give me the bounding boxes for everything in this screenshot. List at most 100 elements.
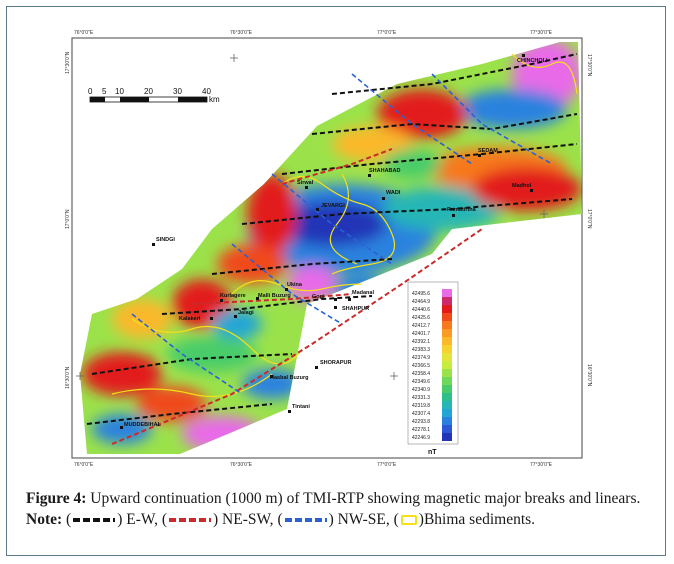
nwse-line-swatch: [284, 518, 327, 523]
place-chincholi: CHINCHOLI: [517, 58, 548, 64]
place-madhol: Madhol: [512, 183, 532, 189]
caption-bhima-open: (: [393, 511, 399, 528]
ew-line-swatch: [73, 518, 116, 523]
legend-value: 42319.8: [412, 403, 430, 409]
legend-swatch: [442, 377, 452, 385]
scale-tick-2: 10: [115, 87, 124, 96]
coord-left-1: 17°0'0"N: [65, 209, 71, 229]
legend-swatch: [442, 321, 452, 329]
coord-bottom-3: 77°30'0"E: [530, 462, 553, 468]
legend-value: 42425.6: [412, 315, 430, 321]
legend-value: 42495.6: [412, 291, 430, 297]
legend-swatch: [442, 369, 452, 377]
scale-tick-5: 40: [202, 87, 211, 96]
legend-value: 42331.3: [412, 395, 430, 401]
caption-nesw-open: (: [161, 511, 167, 528]
scale-tick-4: 30: [173, 87, 182, 96]
legend-value: 42464.9: [412, 299, 430, 305]
caption-ew-open: (: [62, 511, 72, 528]
legend-value: 42358.4: [412, 371, 430, 377]
legend-swatch: [442, 425, 452, 433]
coord-right-1: 17°0'0"N: [586, 209, 592, 229]
legend-value: 42440.6: [412, 307, 430, 313]
caption-label: Figure 4:: [26, 490, 87, 507]
place-kurlagere: Kurlagere: [220, 293, 246, 299]
place-ukina: Ukina: [287, 282, 303, 288]
map-svg: 76°0'0"E 76°30'0"E 77°0'0"E 77°30'0"E 76…: [65, 30, 592, 468]
coord-top-3: 77°30'0"E: [530, 30, 553, 36]
place-tintani: Tintani: [292, 404, 310, 410]
coord-bottom-2: 77°0'0"E: [377, 462, 397, 468]
scale-bar: 0 5 10 20 30 40 km: [88, 87, 220, 104]
legend-unit: nT: [428, 449, 437, 456]
legend-value: 42401.7: [412, 331, 430, 337]
nesw-line-swatch: [169, 518, 211, 523]
place-gogi: Gogi: [312, 294, 325, 300]
legend-swatch: [442, 313, 452, 321]
legend-value: 42307.4: [412, 411, 430, 417]
coordinate-labels: 76°0'0"E 76°30'0"E 77°0'0"E 77°30'0"E 76…: [65, 30, 592, 468]
legend-swatch: [442, 297, 452, 305]
legend-swatch: [442, 329, 452, 337]
caption-bhima-close: )Bhima sediments.: [418, 511, 536, 528]
legend-value: 42340.9: [412, 387, 430, 393]
place-muddebihal: MUDDEBIHAL: [124, 422, 162, 428]
legend-swatch: [442, 385, 452, 393]
caption-note-label: Note:: [26, 511, 63, 528]
legend-swatch: [442, 345, 452, 353]
coord-right-2: 16°30'0"N: [586, 364, 592, 387]
place-wadi: WADI: [386, 190, 401, 196]
legend-swatch: [442, 337, 452, 345]
place-sindgi: SINDGI: [156, 237, 175, 243]
legend-swatch: [442, 393, 452, 401]
scale-tick-0: 0: [88, 87, 93, 96]
scale-tick-1: 5: [102, 87, 107, 96]
legend-swatch: [442, 289, 452, 297]
caption-nesw-close: ) NE-SW,: [213, 511, 278, 528]
place-kalakeri: Kalakeri: [179, 316, 201, 322]
legend-value: 42278.1: [412, 427, 430, 433]
coord-bottom-0: 76°0'0"E: [74, 462, 94, 468]
place-labels: CHINCHOLI SEDAM SHAHABAD WADI Madhol Ram…: [120, 54, 548, 429]
place-shorapur: SHORAPUR: [320, 360, 352, 366]
place-sirwal: Sirwal: [297, 180, 314, 186]
legend-values: 42495.6 42464.9 42440.6 42425.6 42412.7 42401…: [412, 291, 430, 441]
figure-caption: Figure 4: Upward continuation (1000 m) o…: [26, 488, 656, 530]
ew-breaks: [86, 53, 578, 425]
coord-left-0: 17°30'0"N: [65, 51, 71, 74]
place-hasbal-buzurg: Hasbal Buzurg: [270, 375, 309, 381]
legend-value: 42383.3: [412, 347, 430, 353]
coord-top-0: 76°0'0"E: [74, 30, 94, 36]
legend-value: 42412.7: [412, 323, 430, 329]
bhima-swatch: [400, 515, 417, 526]
legend-color-ramp: [442, 289, 452, 441]
place-jalagi: Jalagi: [238, 310, 254, 316]
legend-swatch: [442, 417, 452, 425]
coord-bottom-1: 76°30'0"E: [230, 462, 253, 468]
place-shahabad: SHAHABAD: [369, 168, 401, 174]
caption-ew-close: ) E-W,: [117, 511, 162, 528]
place-malli-buzurg: Malli Buzurg: [258, 293, 291, 299]
place-sedam: SEDAM: [478, 148, 498, 154]
legend-swatch: [442, 401, 452, 409]
legend-swatch: [442, 305, 452, 313]
legend: 42495.6 42464.9 42440.6 42425.6 42412.7 42401…: [407, 281, 459, 456]
place-shahpur: SHAHPUR: [342, 306, 369, 312]
scale-tick-3: 20: [144, 87, 153, 96]
coord-top-1: 76°30'0"E: [230, 30, 253, 36]
coord-right-0: 17°30'0"N: [586, 54, 592, 77]
legend-swatch: [442, 409, 452, 417]
map-panel: 76°0'0"E 76°30'0"E 77°0'0"E 77°30'0"E 76…: [12, 14, 662, 474]
place-madanal: Madanal: [352, 290, 374, 296]
scale-unit: km: [209, 95, 220, 104]
legend-value: 42293.8: [412, 419, 430, 425]
place-ramatirtha: Ramatirtha: [447, 207, 477, 213]
place-jevargi: JEVARGI: [321, 203, 345, 209]
legend-swatch: [442, 433, 452, 441]
caption-nwse-close: ) NW-SE,: [328, 511, 394, 528]
graticule-marks: [76, 54, 548, 380]
legend-value: 42366.5: [412, 363, 430, 369]
caption-nwse-open: (: [277, 511, 283, 528]
legend-value: 42392.1: [412, 339, 430, 345]
legend-swatch: [442, 361, 452, 369]
